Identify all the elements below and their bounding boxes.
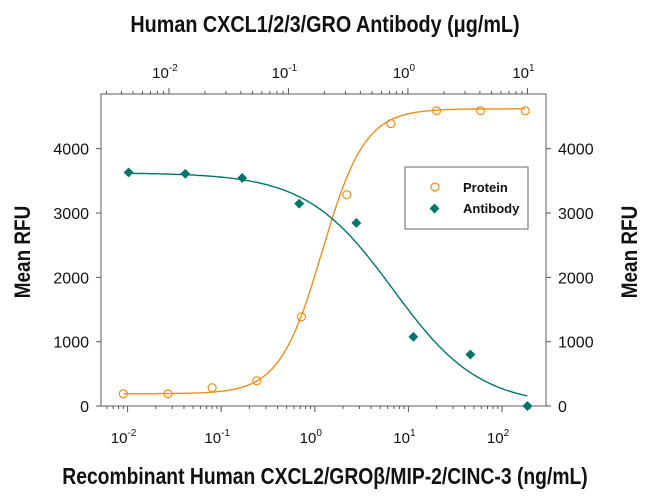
x-axis-label: Recombinant Human CXCL2/GROβ/MIP-2/CINC-… xyxy=(62,465,587,490)
y-tick-label-right: 1000 xyxy=(558,335,594,352)
x-tick-label-top: 10-1 xyxy=(272,63,298,82)
x-tick-label-top: 101 xyxy=(512,63,535,82)
antibody-fit-curve xyxy=(128,172,528,397)
antibody-point xyxy=(408,331,419,342)
antibody-point xyxy=(522,401,533,411)
y-tick-label-right: 0 xyxy=(558,399,567,416)
protein-point xyxy=(342,190,352,200)
x-tick-label-bottom: 100 xyxy=(300,428,323,447)
protein-point xyxy=(252,376,262,386)
legend-box xyxy=(404,166,529,230)
protein-point xyxy=(520,106,530,116)
x-tick-label-bottom: 10-2 xyxy=(111,428,137,447)
protein-fit-curve xyxy=(123,108,526,395)
x-tick-label-top: 10-2 xyxy=(152,63,178,82)
antibody-point xyxy=(294,198,305,209)
antibody-point xyxy=(123,167,134,178)
protein-point xyxy=(386,118,396,129)
y-tick-label-left: 2000 xyxy=(53,270,89,287)
y-tick-label-left: 4000 xyxy=(53,142,89,159)
y-tick-label-right: 4000 xyxy=(558,142,594,159)
protein-point xyxy=(207,383,217,393)
legend-label-antibody: Antibody xyxy=(463,201,520,216)
x-tick-label-bottom: 10-1 xyxy=(204,428,230,447)
protein-point xyxy=(296,312,307,322)
protein-point xyxy=(118,389,128,399)
y-axis-label-left: Mean RFU xyxy=(11,206,36,298)
y-tick-label-right: 2000 xyxy=(558,270,594,287)
x-tick-label-bottom: 102 xyxy=(487,428,510,447)
legend-marker-antibody xyxy=(429,203,440,214)
legend-label-protein: Protein xyxy=(463,180,508,195)
y-tick-label-right: 3000 xyxy=(558,206,594,223)
antibody-point xyxy=(180,168,191,179)
y-tick-label-left: 3000 xyxy=(53,206,89,223)
y-axis-label-right: Mean RFU xyxy=(618,206,643,298)
antibody-point xyxy=(465,349,476,360)
y-tick-label-left: 0 xyxy=(80,399,89,416)
legend-marker-protein xyxy=(430,182,440,192)
y-tick-label-left: 1000 xyxy=(53,335,89,352)
x-tick-label-bottom: 101 xyxy=(393,428,416,447)
chart-title: Human CXCL1/2/3/GRO Antibody (μg/mL) xyxy=(130,12,519,38)
x-tick-label-top: 100 xyxy=(393,63,416,82)
legend: Protein Antibody xyxy=(404,166,529,230)
protein-point xyxy=(163,389,173,399)
antibody-point xyxy=(237,173,248,183)
protein-point xyxy=(431,106,442,116)
plot-frame xyxy=(100,93,547,407)
protein-point xyxy=(475,106,486,116)
antibody-point xyxy=(351,218,362,228)
